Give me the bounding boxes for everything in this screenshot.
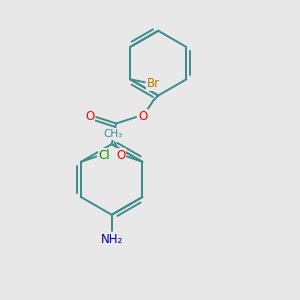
- Text: O: O: [138, 110, 147, 123]
- Text: Cl: Cl: [99, 148, 110, 161]
- Text: O: O: [85, 110, 94, 123]
- Text: O: O: [116, 149, 125, 162]
- Text: Br: Br: [147, 77, 160, 90]
- Text: NH₂: NH₂: [100, 233, 123, 246]
- Text: CH₃: CH₃: [104, 129, 123, 139]
